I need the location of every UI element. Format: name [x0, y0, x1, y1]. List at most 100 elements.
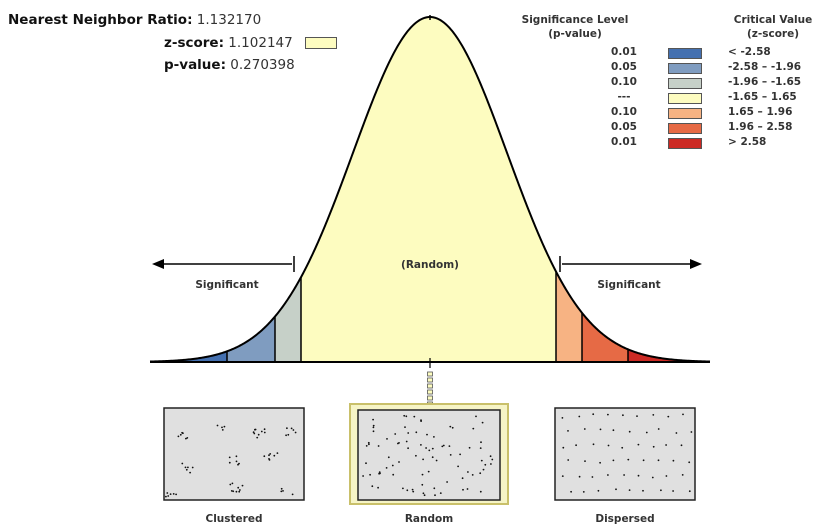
point	[431, 447, 434, 450]
point	[254, 428, 257, 431]
legend-p-value: 0.10	[611, 76, 637, 88]
point	[682, 413, 684, 416]
right-significant-label: Significant	[597, 279, 660, 291]
point	[189, 471, 192, 474]
point	[451, 426, 454, 429]
clustered-panel	[163, 407, 305, 501]
point	[431, 456, 434, 459]
point	[561, 417, 564, 419]
point	[688, 490, 691, 493]
point	[362, 475, 364, 477]
point	[368, 443, 370, 446]
point	[263, 428, 266, 431]
point	[645, 431, 648, 434]
point	[428, 449, 431, 452]
point	[421, 483, 424, 486]
point	[591, 476, 594, 478]
legend-critical-title: Critical Value	[733, 14, 813, 26]
point	[592, 443, 595, 446]
point	[482, 468, 485, 471]
legend-swatch	[668, 48, 702, 59]
point	[223, 425, 226, 428]
legend-z-range: > 2.58	[728, 136, 767, 148]
legend-row: 0.01 < -2.58	[600, 46, 820, 60]
point	[665, 444, 667, 446]
point	[378, 471, 381, 473]
point	[177, 435, 180, 438]
point	[268, 458, 270, 460]
point	[637, 443, 640, 446]
point	[415, 454, 417, 457]
legend-swatch	[668, 108, 702, 119]
point	[372, 430, 375, 433]
point	[392, 473, 395, 476]
legend-significance-subtitle: (p-value)	[548, 28, 602, 40]
point	[672, 490, 674, 492]
point	[221, 426, 223, 429]
legend-p-value: 0.05	[611, 61, 637, 73]
region-dividers	[226, 15, 629, 362]
point	[187, 466, 189, 469]
point	[167, 495, 170, 497]
legend-p-value: ---	[617, 91, 631, 103]
point	[582, 491, 585, 493]
point	[433, 436, 435, 438]
legend-p-value: 0.01	[611, 46, 637, 58]
legend-significance-title: Significance Level	[521, 14, 629, 26]
legend-row: 0.10 -1.96 – -1.65	[600, 76, 820, 90]
point	[398, 461, 400, 463]
z-score-connector	[427, 371, 433, 407]
point	[403, 414, 406, 417]
point	[651, 476, 654, 479]
legend-swatch	[668, 93, 702, 104]
point	[667, 415, 670, 418]
point	[597, 489, 600, 492]
point	[172, 493, 175, 495]
point	[286, 427, 288, 430]
point	[235, 490, 238, 493]
dispersed-label: Dispersed	[595, 513, 655, 525]
curve-regions	[150, 17, 710, 362]
point	[422, 458, 424, 461]
p-value-value: 0.270398	[230, 57, 295, 73]
point	[642, 489, 644, 492]
point	[607, 474, 609, 476]
point	[442, 444, 445, 447]
point	[391, 464, 394, 467]
legend-z-range: -2.58 – -1.96	[728, 61, 802, 73]
point	[411, 488, 414, 491]
point	[185, 437, 187, 440]
connector-dot	[427, 371, 433, 377]
legend-row: 0.10 1.65 – 1.96	[600, 106, 820, 120]
pattern-panels	[163, 403, 696, 505]
point	[407, 447, 409, 450]
point	[273, 454, 276, 457]
point	[387, 456, 390, 459]
point	[184, 466, 187, 469]
point	[567, 430, 569, 432]
point	[280, 487, 283, 490]
point	[612, 429, 615, 432]
connector-dot	[427, 377, 433, 383]
region-1-96-to-2-58	[582, 312, 628, 362]
point	[398, 442, 400, 444]
point	[680, 444, 683, 447]
point	[239, 489, 241, 491]
point	[367, 441, 370, 444]
legend-z-range: -1.96 – -1.65	[728, 76, 802, 88]
point	[260, 430, 263, 433]
point	[484, 463, 487, 466]
point	[435, 459, 438, 462]
point	[179, 433, 182, 436]
point	[404, 426, 406, 428]
point	[652, 445, 655, 448]
point	[282, 490, 284, 492]
point	[479, 472, 482, 475]
point	[228, 461, 231, 464]
point	[448, 445, 451, 447]
point	[166, 492, 169, 494]
point	[628, 489, 631, 491]
point	[372, 424, 375, 427]
legend-p-value: 0.01	[611, 136, 637, 148]
